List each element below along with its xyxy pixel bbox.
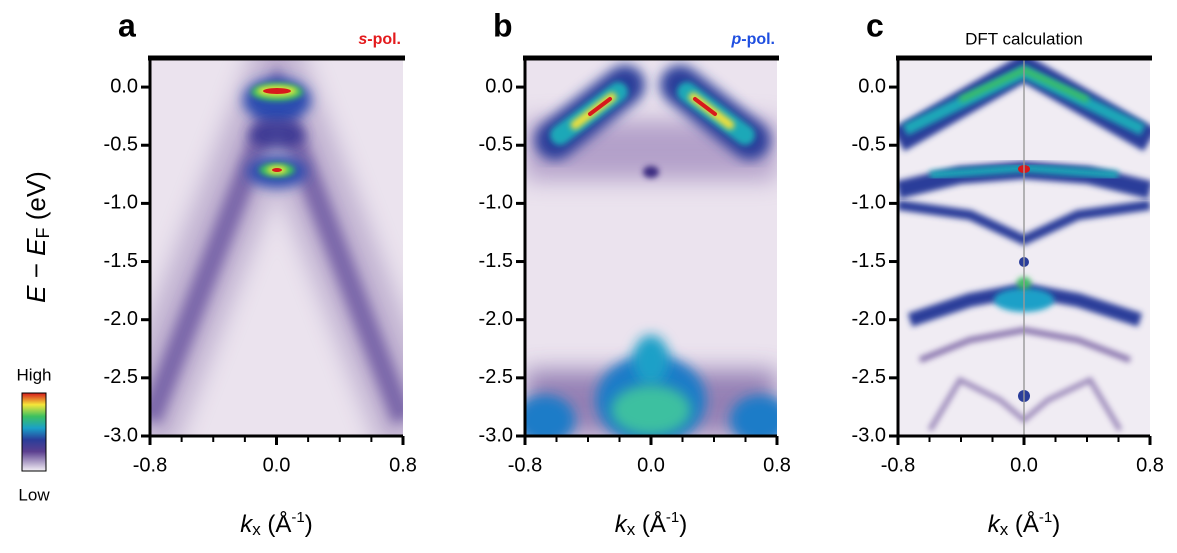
x-label-part: k — [240, 511, 254, 538]
x-tick-label: 0.0 — [1010, 454, 1038, 476]
y-tick-label: -2.5 — [104, 366, 138, 388]
x-label-part: k — [615, 511, 629, 538]
annotation: p-pol. — [730, 31, 775, 48]
y-tick-label: -3.0 — [852, 424, 886, 446]
x-label-part: x — [1000, 520, 1009, 539]
heatmap-c — [898, 58, 1150, 436]
y-tick-label: -0.5 — [479, 134, 513, 156]
annotation-part: -pol. — [367, 31, 401, 48]
x-label-part: ) — [1052, 511, 1060, 538]
y-tick-label: -2.0 — [479, 308, 513, 330]
x-axis-label: kx (Å-1) — [615, 509, 688, 540]
x-label-part: (Å — [261, 510, 292, 538]
y-tick-label: -1.5 — [104, 250, 138, 272]
y-tick-label: -2.0 — [104, 308, 138, 330]
x-label-part: -1 — [1039, 509, 1052, 526]
x-label-part: -1 — [666, 509, 679, 526]
annotation-part: s — [358, 31, 367, 48]
panel-label: b — [493, 7, 513, 43]
y-axis-label: E − EF (eV) — [21, 171, 53, 303]
y-tick-label: -1.0 — [852, 192, 886, 214]
y-label-part: F — [33, 228, 53, 239]
annotation: s-pol. — [358, 31, 401, 48]
y-tick-label: -2.5 — [852, 366, 886, 388]
annotation-part: p — [730, 31, 741, 48]
x-axis-label: kx (Å-1) — [240, 509, 313, 540]
panel-label: a — [118, 7, 136, 43]
panel-label: c — [866, 7, 884, 43]
y-tick-label: -3.0 — [104, 424, 138, 446]
x-label-part: (Å — [635, 510, 666, 538]
x-label-part: x — [627, 520, 636, 539]
panel-title: DFT calculation — [965, 29, 1083, 48]
x-label-part: ) — [305, 511, 313, 538]
annotation-part: -pol. — [741, 31, 775, 48]
y-tick-label: -1.5 — [479, 250, 513, 272]
colorbar-low: Low — [18, 485, 50, 504]
colorbar — [21, 392, 47, 472]
x-tick-label: -0.8 — [133, 454, 167, 476]
y-tick-label: 0.0 — [110, 75, 138, 97]
y-tick-label: -3.0 — [479, 424, 513, 446]
x-tick-label: -0.8 — [881, 454, 915, 476]
x-axis-label: kx (Å-1) — [988, 509, 1061, 540]
y-tick-label: -1.5 — [852, 250, 886, 272]
x-label-part: (Å — [1008, 510, 1039, 538]
x-label-part: x — [252, 520, 261, 539]
x-tick-label: 0.8 — [389, 454, 417, 476]
x-tick-label: -0.8 — [508, 454, 542, 476]
heatmap-b — [525, 58, 777, 436]
y-tick-label: 0.0 — [858, 75, 886, 97]
y-tick-label: -1.0 — [479, 192, 513, 214]
y-label-part: (eV) — [21, 171, 51, 227]
x-tick-label: 0.8 — [763, 454, 791, 476]
y-label-part: E — [21, 285, 51, 303]
y-tick-label: -2.0 — [852, 308, 886, 330]
y-tick-label: -1.0 — [104, 192, 138, 214]
y-tick-label: -0.5 — [104, 134, 138, 156]
y-tick-label: -0.5 — [852, 134, 886, 156]
colorbar-high: High — [17, 365, 52, 384]
heatmap-a — [150, 58, 403, 436]
x-label-part: -1 — [291, 509, 304, 526]
y-tick-label: 0.0 — [485, 75, 513, 97]
y-tick-label: -2.5 — [479, 366, 513, 388]
y-label-part: E — [21, 238, 51, 256]
x-label-part: k — [988, 511, 1002, 538]
y-label-part: − — [21, 256, 51, 286]
x-label-part: ) — [679, 511, 687, 538]
x-tick-label: 0.8 — [1136, 454, 1164, 476]
x-tick-label: 0.0 — [263, 454, 291, 476]
x-tick-label: 0.0 — [637, 454, 665, 476]
